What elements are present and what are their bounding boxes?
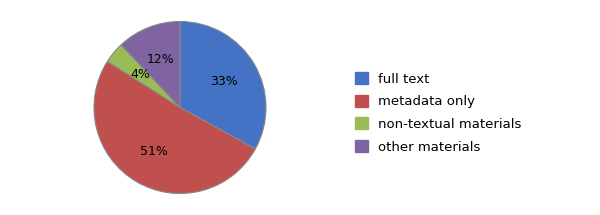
- Text: 33%: 33%: [211, 75, 238, 88]
- Wedge shape: [121, 22, 180, 108]
- Text: 4%: 4%: [130, 68, 150, 81]
- Wedge shape: [180, 22, 266, 149]
- Legend: full text, metadata only, non-textual materials, other materials: full text, metadata only, non-textual ma…: [355, 72, 522, 154]
- Text: 51%: 51%: [140, 145, 167, 158]
- Wedge shape: [94, 61, 256, 194]
- Wedge shape: [107, 45, 180, 108]
- Text: 12%: 12%: [147, 53, 175, 66]
